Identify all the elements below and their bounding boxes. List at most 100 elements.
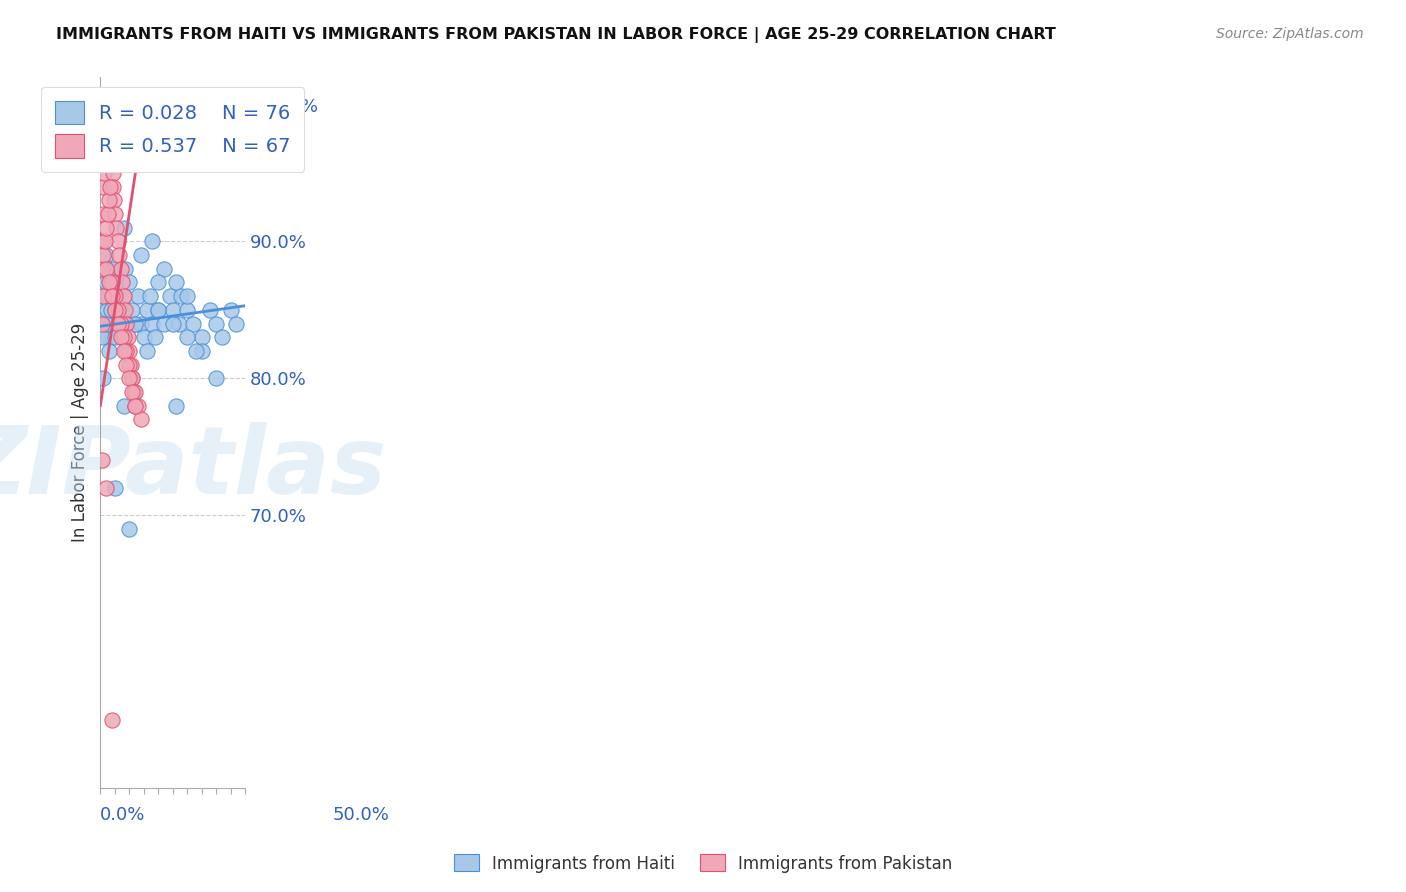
Point <box>108 248 131 262</box>
Point <box>129 412 152 426</box>
Point <box>148 302 170 317</box>
Point <box>98 317 121 331</box>
Text: 0.0%: 0.0% <box>100 806 146 824</box>
Point <box>91 371 114 385</box>
Point <box>110 317 132 331</box>
Point <box>148 276 170 290</box>
Point <box>135 343 157 358</box>
Point <box>112 289 135 303</box>
Point <box>138 289 160 303</box>
Point <box>205 317 228 331</box>
Point <box>100 125 122 139</box>
Point <box>94 220 117 235</box>
Point <box>112 399 135 413</box>
Text: Source: ZipAtlas.com: Source: ZipAtlas.com <box>1216 27 1364 41</box>
Point <box>104 302 127 317</box>
Legend: Immigrants from Haiti, Immigrants from Pakistan: Immigrants from Haiti, Immigrants from P… <box>447 847 959 880</box>
Point <box>98 97 121 112</box>
Point <box>121 371 143 385</box>
Point <box>103 179 125 194</box>
Point <box>98 261 121 276</box>
Point <box>143 330 166 344</box>
Point <box>115 317 138 331</box>
Point <box>200 302 222 317</box>
Point <box>225 317 247 331</box>
Point <box>148 302 170 317</box>
Point <box>105 220 128 235</box>
Point <box>141 235 163 249</box>
Point <box>211 330 233 344</box>
Point <box>110 302 132 317</box>
Point <box>107 302 129 317</box>
Point <box>176 302 198 317</box>
Point <box>104 330 127 344</box>
Text: 50.0%: 50.0% <box>333 806 389 824</box>
Point <box>153 317 176 331</box>
Point <box>93 289 115 303</box>
Point <box>100 276 122 290</box>
Point <box>94 125 117 139</box>
Point <box>108 317 131 331</box>
Point <box>121 384 143 399</box>
Point <box>93 153 115 167</box>
Point <box>176 289 198 303</box>
Point <box>190 343 212 358</box>
Point <box>111 276 134 290</box>
Point <box>176 330 198 344</box>
Y-axis label: In Labor Force | Age 25-29: In Labor Force | Age 25-29 <box>72 323 89 542</box>
Point <box>98 343 121 358</box>
Point <box>96 302 118 317</box>
Point <box>107 235 129 249</box>
Point <box>170 289 193 303</box>
Point <box>101 289 124 303</box>
Point <box>165 276 187 290</box>
Point <box>93 317 115 331</box>
Point <box>228 97 250 112</box>
Point <box>124 399 146 413</box>
Point <box>97 330 120 344</box>
Point <box>115 358 138 372</box>
Legend: R = 0.028    N = 76, R = 0.537    N = 67: R = 0.028 N = 76, R = 0.537 N = 67 <box>41 87 305 171</box>
Point <box>118 343 141 358</box>
Point <box>167 317 190 331</box>
Text: IMMIGRANTS FROM HAITI VS IMMIGRANTS FROM PAKISTAN IN LABOR FORCE | AGE 25-29 COR: IMMIGRANTS FROM HAITI VS IMMIGRANTS FROM… <box>56 27 1056 43</box>
Point <box>165 399 187 413</box>
Point <box>181 317 204 331</box>
Point <box>124 399 146 413</box>
Point <box>107 317 129 331</box>
Point <box>117 330 139 344</box>
Point <box>94 248 117 262</box>
Point <box>129 248 152 262</box>
Point <box>91 261 114 276</box>
Point <box>96 112 118 126</box>
Point <box>97 97 120 112</box>
Point <box>90 317 112 331</box>
Point <box>101 276 124 290</box>
Point <box>91 289 114 303</box>
Point <box>111 330 134 344</box>
Point <box>101 330 124 344</box>
Point <box>205 371 228 385</box>
Point <box>135 302 157 317</box>
Point <box>120 358 142 372</box>
Point <box>112 289 135 303</box>
Point <box>91 179 114 194</box>
Point <box>122 384 145 399</box>
Point <box>112 220 135 235</box>
Point <box>103 261 125 276</box>
Point <box>159 289 181 303</box>
Point <box>90 261 112 276</box>
Point <box>115 317 138 331</box>
Point <box>118 522 141 536</box>
Point <box>90 330 112 344</box>
Point <box>101 166 124 180</box>
Point <box>112 330 135 344</box>
Point <box>104 289 127 303</box>
Point <box>127 289 149 303</box>
Point <box>103 194 125 208</box>
Point <box>124 317 146 331</box>
Point <box>100 179 122 194</box>
Point <box>97 97 120 112</box>
Point <box>129 317 152 331</box>
Point <box>110 330 132 344</box>
